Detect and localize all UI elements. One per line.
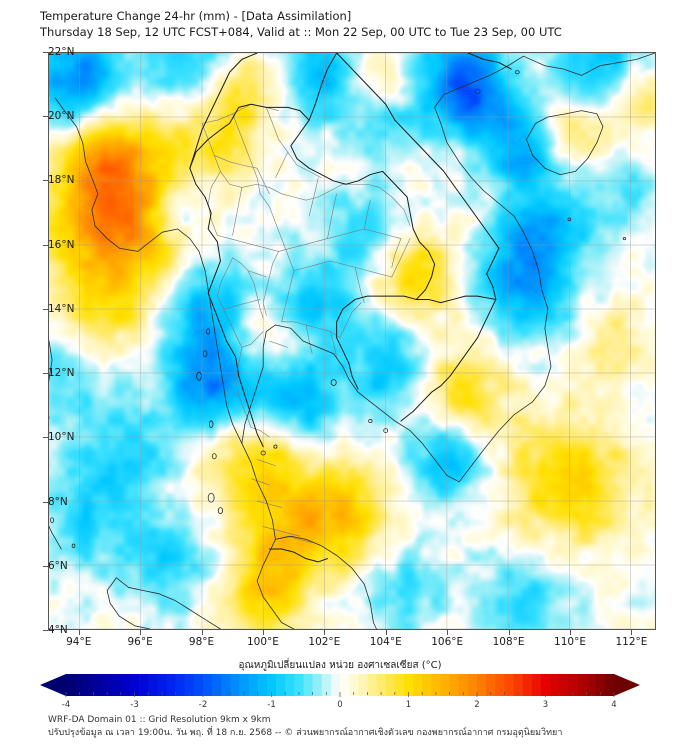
map-plot-area[interactable] — [48, 52, 656, 630]
footer: WRF-DA Domain 01 :: Grid Resolution 9km … — [48, 714, 668, 740]
colorbar-tick-label: 1 — [405, 700, 412, 710]
footer-model-info: WRF-DA Domain 01 :: Grid Resolution 9km … — [48, 715, 271, 725]
y-tick-mark — [43, 630, 48, 631]
x-tick-label: 102°E — [308, 636, 341, 648]
x-tick-mark — [140, 630, 142, 635]
colorbar-tick-label: -4 — [61, 700, 71, 710]
map-coastlines-and-borders — [49, 53, 655, 629]
colorbar-tick-marks — [65, 692, 615, 697]
x-tick-mark — [385, 630, 387, 635]
x-tick-mark — [78, 630, 80, 635]
page-title: Temperature Change 24-hr (mm) - [Data As… — [40, 9, 352, 23]
x-tick-mark — [447, 630, 449, 635]
x-tick-mark — [262, 630, 264, 635]
map-gridlines — [49, 53, 655, 629]
x-tick-mark — [570, 630, 572, 635]
x-tick-label: 96°E — [127, 636, 153, 648]
colorbar-ticks: -4 -3 -2 -1 0 1 2 3 4 — [40, 692, 640, 710]
colorbar-tick-label: -1 — [267, 700, 276, 710]
colorbar-tick-label: 0 — [337, 700, 343, 710]
colorbar-gradient — [40, 674, 640, 696]
x-tick-label: 94°E — [66, 636, 92, 648]
colorbar-tick-label: -2 — [198, 700, 208, 710]
x-tick-label: 108°E — [492, 636, 525, 648]
x-tick-mark — [201, 630, 203, 635]
x-tick-mark — [631, 630, 633, 635]
colorbar-tick-label: 4 — [611, 700, 617, 710]
colorbar-tick-label: 3 — [542, 700, 549, 710]
colorbar-tick-label: -3 — [130, 700, 139, 710]
x-tick-label: 112°E — [615, 636, 648, 648]
footer-credit: ปรับปรุงข้อมูล ณ เวลา 19:00น. วัน พฤ. ที… — [48, 728, 563, 738]
x-tick-mark — [324, 630, 326, 635]
x-tick-mark — [508, 630, 510, 635]
x-tick-label: 104°E — [369, 636, 402, 648]
x-tick-label: 98°E — [188, 636, 215, 648]
page-subtitle: Thursday 18 Sep, 12 UTC FCST+084, Valid … — [40, 25, 562, 39]
x-tick-label: 110°E — [554, 636, 586, 648]
colorbar-label: อุณหภูมิเปลี่ยนแปลง หน่วย องศาเซลเซียส (… — [238, 660, 442, 671]
colorbar: อุณหภูมิเปลี่ยนแปลง หน่วย องศาเซลเซียส (… — [40, 658, 640, 710]
x-tick-label: 106°E — [431, 636, 464, 648]
temperature-anomaly-field — [49, 53, 655, 629]
x-tick-label: 100°E — [246, 636, 279, 648]
colorbar-tick-label: 2 — [474, 700, 480, 710]
chart-title-block: Temperature Change 24-hr (mm) - [Data As… — [40, 8, 660, 40]
